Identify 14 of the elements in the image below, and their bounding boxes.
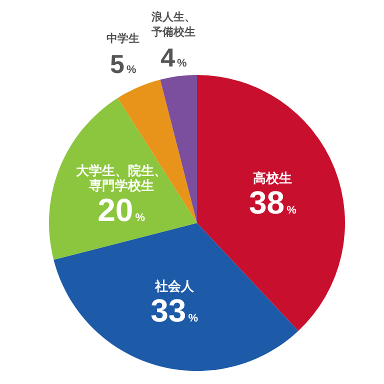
data-label: 33%	[150, 292, 198, 329]
slice-label: 大学生、院生、専門学校生	[76, 163, 167, 194]
data-label: 20%	[98, 192, 146, 228]
slice-label: 浪人生、予備校生	[150, 10, 196, 38]
data-label: 5%	[110, 48, 136, 79]
slice-label: 社会人	[154, 278, 195, 295]
slice-label: 高校生	[253, 170, 292, 187]
pie-slice	[160, 75, 197, 223]
pie-slice	[197, 75, 345, 331]
data-label: 4%	[160, 42, 188, 72]
pie-slice	[54, 223, 298, 371]
pie-slice	[49, 98, 197, 260]
slice-label: 中学生	[106, 32, 140, 45]
data-label: 38%	[248, 184, 297, 221]
